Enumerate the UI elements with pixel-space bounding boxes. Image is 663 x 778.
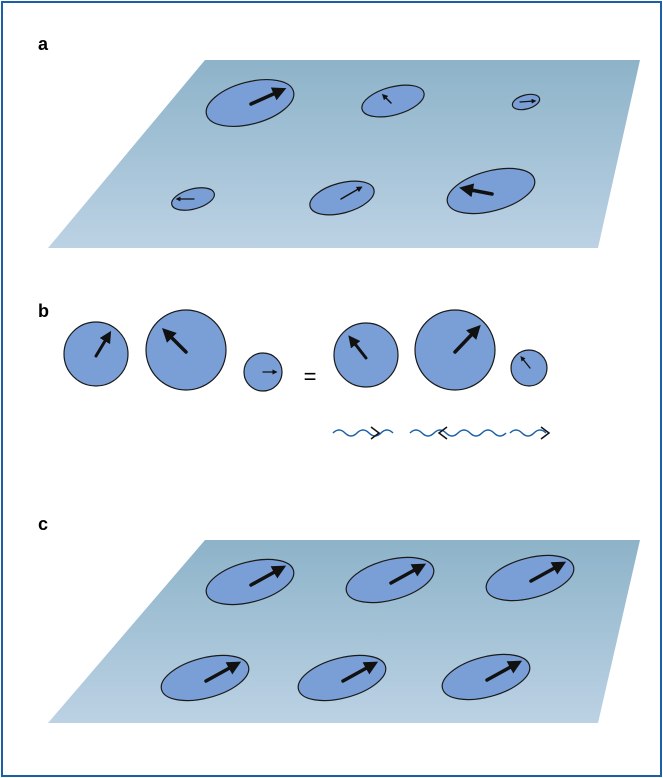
panel-label: a	[38, 34, 49, 54]
waves	[333, 427, 549, 439]
figure: a b = c	[0, 0, 663, 778]
panel-label: b	[38, 301, 49, 321]
equals-sign: =	[304, 364, 317, 389]
plane	[48, 60, 640, 248]
panel-label: c	[38, 514, 48, 534]
